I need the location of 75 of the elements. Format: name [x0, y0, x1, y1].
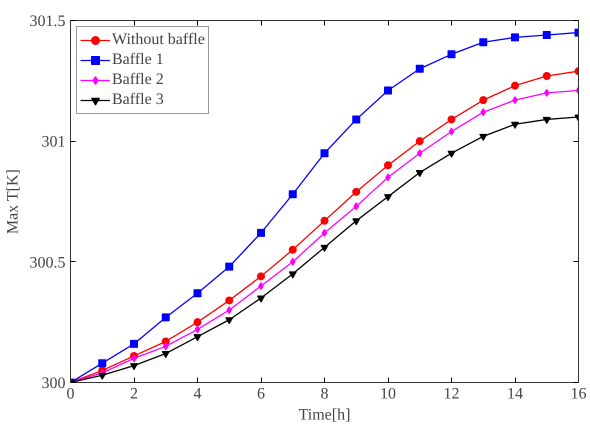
- point: [257, 272, 265, 280]
- point: [288, 246, 297, 254]
- point: [353, 202, 360, 210]
- y-axis-title: Max T[K]: [4, 169, 22, 234]
- point: [542, 30, 551, 39]
- point: [479, 38, 488, 46]
- legend-label: Baffle 1: [112, 51, 164, 69]
- point: [352, 188, 360, 196]
- point: [194, 325, 200, 334]
- point: [416, 170, 424, 178]
- point: [320, 244, 328, 252]
- point: [480, 108, 486, 116]
- legend-label: Baffle 3: [112, 91, 164, 109]
- point: [512, 96, 518, 104]
- y-tick-label: 300.5: [30, 254, 66, 272]
- legend-label: Baffle 2: [112, 71, 164, 89]
- point: [448, 150, 456, 158]
- point: [384, 86, 392, 94]
- y-tick-label: 300: [42, 375, 66, 392]
- point: [162, 342, 169, 350]
- point: [385, 173, 391, 182]
- point: [98, 359, 106, 368]
- x-tick-label: 2: [130, 386, 138, 402]
- point: [257, 296, 265, 303]
- point: [352, 115, 360, 124]
- point: [225, 317, 234, 324]
- point: [288, 271, 297, 278]
- point: [448, 50, 456, 58]
- point: [288, 190, 297, 198]
- point: [352, 218, 360, 226]
- point: [416, 64, 424, 73]
- point: [511, 122, 519, 129]
- point: [448, 115, 456, 124]
- point: [416, 149, 423, 158]
- point: [384, 194, 392, 202]
- x-tick-label: 14: [507, 386, 523, 402]
- point: [544, 88, 550, 97]
- point: [194, 334, 202, 342]
- point: [542, 72, 551, 80]
- x-tick-label: 16: [570, 386, 586, 402]
- x-tick-label: 12: [444, 386, 460, 402]
- y-tick-label: 301: [42, 134, 66, 151]
- point: [416, 137, 424, 146]
- point: [511, 82, 519, 90]
- point: [511, 33, 519, 42]
- x-tick-label: 8: [320, 386, 328, 402]
- point: [320, 216, 328, 225]
- point: [479, 96, 488, 104]
- point: [225, 296, 234, 304]
- point: [194, 289, 202, 298]
- point: [257, 228, 265, 237]
- point: [479, 134, 488, 141]
- point: [98, 372, 106, 380]
- point: [162, 351, 170, 358]
- y-tick-label: 301.5: [30, 13, 66, 30]
- point: [130, 340, 138, 348]
- point: [542, 116, 551, 124]
- x-tick-label: 4: [194, 386, 202, 402]
- x-tick-label: 0: [66, 386, 74, 402]
- point: [258, 282, 264, 290]
- point: [130, 363, 138, 370]
- point: [384, 161, 392, 170]
- legend-label: Without baffle: [112, 31, 205, 49]
- point: [225, 262, 234, 271]
- x-tick-label: 6: [257, 386, 265, 402]
- point: [322, 228, 328, 237]
- point: [448, 128, 454, 136]
- x-axis-title: Time[h]: [298, 406, 350, 424]
- point: [194, 318, 202, 326]
- point: [320, 149, 328, 158]
- x-tick-label: 10: [380, 386, 396, 402]
- point: [162, 313, 170, 322]
- point: [290, 258, 296, 266]
- point: [226, 306, 232, 314]
- point: [131, 354, 137, 362]
